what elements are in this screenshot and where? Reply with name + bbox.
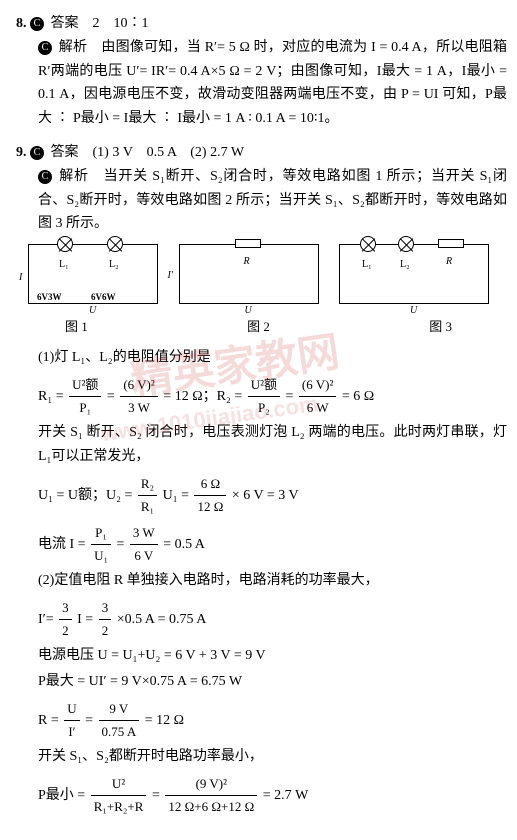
f5r: = 12 Ω [145,713,184,728]
f6d1: R₁+R₂+R [91,796,147,818]
f4n2: 3 [99,597,112,620]
f1r2: = 6 Ω [342,389,374,404]
f1a: R₁ = [38,389,64,404]
f4d2: 2 [99,620,112,642]
bullet-icon: C [30,17,44,31]
line4: 电源电压 U = U₁+U₂ = 6 V + 3 V = 9 V [38,644,507,668]
c2-R: R [244,253,250,270]
circuit-2: R I′ U [179,244,319,304]
f6d2: 12 Ω+6 Ω+12 Ω [165,796,257,818]
f3r: = 0.5 A [163,537,205,552]
f3d1: U₁ [91,545,111,567]
c1-I: I [19,269,22,286]
f6n2: (9 V)² [165,773,257,796]
f1n3: U²额 [248,374,280,397]
q9-body: (1)灯 L₁、L₂的电阻值分别是 R₁ = U²额P₁ = (6 V)²3 W… [10,346,507,818]
bullet-icon: C [38,170,52,184]
formula-R: R = UI′ = 9 V0.75 A = 12 Ω [38,698,507,743]
formula-Iprime: I′= 32 I = 32 ×0.5 A = 0.75 A [38,597,507,642]
f6n1: U² [91,773,147,796]
c1-spec1: 6V3W [37,290,62,305]
f3eq: = [116,537,124,552]
q9-exp1: 解析 当开关 S₁断开、S₂闭合时，等效电路如图 1 所示；当开关 S₁闭合、S… [38,169,507,232]
q8-num: 8. [16,16,27,31]
f1d3: P₂ [248,397,280,419]
f5d1: I′ [64,721,79,743]
f1d1: P₁ [69,397,101,419]
cap2: 图 2 [247,316,270,338]
q9-num: 9. [16,145,27,160]
f4r: ×0.5 A = 0.75 A [117,612,207,627]
f3d2: 6 V [130,545,158,567]
f5n1: U [64,698,79,721]
f4d1: 2 [59,620,72,642]
line2: 开关 S₁ 断开、S₂ 闭合时，电压表测灯泡 L₂ 两端的电压。此时两灯串联，灯… [38,421,507,469]
question-8: 8. C 答案 2 10∶1 C 解析 由图像可知，当 R′= 5 Ω 时，对应… [10,12,507,131]
f6r: = 2.7 W [263,788,309,803]
circuit-diagrams: L₁ L₂ I 6V3W 6V6W U R I′ U L₁ L₂ R U [10,244,507,308]
f2r: × 6 V = 3 V [232,488,299,503]
f5eq: = [85,713,93,728]
circuit-3: L₁ L₂ R U [339,244,489,304]
q8-explanation: 解析 由图像可知，当 R′= 5 Ω 时，对应的电流为 I = 0.4 A，所以… [38,40,507,126]
f5d2: 0.75 A [99,721,140,743]
q9-answer: 答案 (1) 3 V 0.5 A (2) 2.7 W [51,145,245,160]
f4m: I = [77,612,93,627]
line3: (2)定值电阻 R 单独接入电路时，电路消耗的功率最大， [38,569,507,593]
formula-I: 电流 I = P₁U₁ = 3 W6 V = 0.5 A [38,522,507,567]
c3-U: U [410,302,417,319]
line5: P最大 = UI′ = 9 V×0.75 A = 6.75 W [38,670,507,694]
f1eq2: = [286,389,294,404]
question-9: 9. C 答案 (1) 3 V 0.5 A (2) 2.7 W C 解析 当开关… [10,141,507,818]
c1-l2: L₂ [109,256,119,273]
f3n1: P₁ [91,522,111,545]
f1n1: U²额 [69,374,101,397]
f1d4: 6 W [299,397,336,419]
f2d1: R₁ [138,496,157,518]
f1d2: 3 W [120,397,157,419]
formula-Pmin: P最小 = U²R₁+R₂+R = (9 V)²12 Ω+6 Ω+12 Ω = … [38,773,507,818]
f1eq: = [107,389,115,404]
bullet-icon: C [30,146,44,160]
line6: 开关 S₁、S₂都断开时电路功率最小， [38,745,507,769]
q8-answer: 答案 2 10∶1 [51,16,149,31]
f1n4: (6 V)² [299,374,336,397]
cap3: 图 3 [429,316,452,338]
f6eq: = [152,788,160,803]
f6a: P最小 = [38,788,85,803]
f3n2: 3 W [130,522,158,545]
bullet-icon: C [38,41,52,55]
formula-U2: U₁ = U额；U₂ = R₂R₁ U₁ = 6 Ω12 Ω × 6 V = 3… [38,473,507,518]
f4a: I′= [38,612,54,627]
c3-R: R [446,253,452,270]
cap1: 图 1 [65,316,88,338]
line1: (1)灯 L₁、L₂的电阻值分别是 [38,346,507,370]
c3-l2: L₂ [400,256,410,273]
f2n1: R₂ [138,473,157,496]
f1r: = 12 Ω；R₂ = [163,389,242,404]
circuit-1: L₁ L₂ I 6V3W 6V6W U [28,244,158,304]
f2d2: 12 Ω [194,496,226,518]
c3-l1: L₁ [362,256,372,273]
f4n1: 3 [59,597,72,620]
caption-row: 图 1 图 2 图 3 [10,316,507,338]
c2-U: U [245,302,252,319]
f1n2: (6 V)² [120,374,157,397]
c2-I: I′ [168,267,174,284]
f2a: U₁ = U额；U₂ = [38,488,132,503]
f2n2: 6 Ω [194,473,226,496]
f3a: 电流 I = [38,537,86,552]
f5n2: 9 V [99,698,140,721]
formula-R1R2: R₁ = U²额P₁ = (6 V)²3 W = 12 Ω；R₂ = U²额P₂… [38,374,507,419]
f5a: R = [38,713,59,728]
f2m: U₁ = [163,488,189,503]
c1-l1: L₁ [59,256,69,273]
c1-U: U [89,302,96,319]
